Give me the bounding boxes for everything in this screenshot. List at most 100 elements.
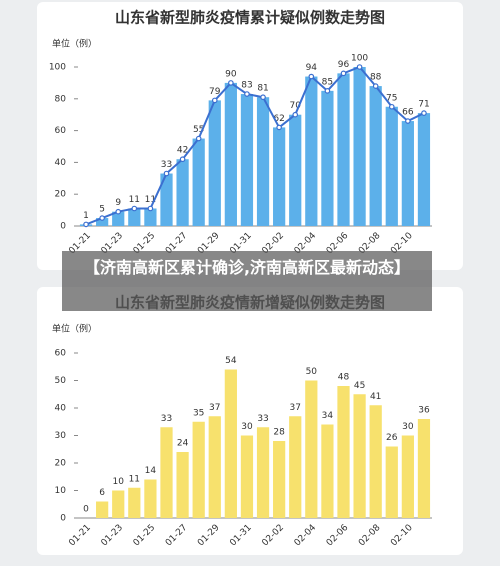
- bar: [289, 416, 302, 518]
- bar: [401, 435, 414, 518]
- y-tick-label: 40: [55, 158, 67, 168]
- value-label: 6: [99, 488, 105, 498]
- value-label: 30: [241, 422, 253, 432]
- value-label: 33: [161, 160, 172, 170]
- trend-point: [83, 221, 89, 228]
- value-label: 50: [306, 367, 318, 377]
- chart-title: 山东省新型肺炎疫情累计疑似例数走势图: [115, 9, 385, 27]
- value-label: 10: [113, 477, 125, 487]
- trend-point: [405, 118, 411, 124]
- trend-point: [244, 91, 250, 97]
- value-label: 70: [290, 101, 302, 111]
- bar: [160, 427, 173, 518]
- bar: [273, 441, 286, 518]
- trend-point: [260, 94, 266, 101]
- bar: [321, 424, 334, 518]
- trend-point: [292, 111, 299, 118]
- value-label: 90: [225, 69, 237, 79]
- bar: [192, 138, 205, 226]
- bar: [305, 76, 318, 226]
- value-label: 79: [209, 87, 221, 97]
- trend-point: [211, 97, 218, 104]
- bar: [192, 421, 205, 518]
- value-label: 55: [193, 125, 204, 135]
- value-label: 0: [83, 505, 89, 515]
- value-label: 5: [99, 205, 105, 215]
- y-tick-label: 50: [55, 376, 67, 386]
- value-label: 11: [129, 195, 140, 205]
- value-label: 88: [370, 73, 382, 83]
- bar: [417, 113, 431, 226]
- y-axis-label: 单位（例）: [52, 323, 97, 335]
- bar: [256, 427, 270, 518]
- value-label: 41: [370, 392, 381, 402]
- trend-point: [228, 80, 234, 86]
- trend-point: [147, 205, 154, 212]
- trend-point: [308, 73, 315, 80]
- y-tick-label: 10: [55, 486, 67, 496]
- bar: [321, 90, 334, 226]
- bar: [273, 127, 286, 226]
- y-tick-label: 30: [55, 431, 67, 441]
- value-label: 81: [257, 84, 268, 94]
- bar: [208, 100, 221, 226]
- value-label: 62: [273, 114, 284, 124]
- y-tick-label: 80: [55, 94, 67, 104]
- trend-point: [340, 70, 347, 77]
- bar: [224, 82, 237, 227]
- bar: [128, 487, 141, 518]
- y-tick-label: 20: [55, 190, 67, 200]
- bar: [401, 121, 414, 226]
- value-label: 33: [257, 414, 268, 424]
- value-label: 100: [351, 54, 368, 64]
- value-label: 48: [338, 373, 350, 383]
- bar: [369, 86, 382, 226]
- trend-point: [115, 208, 122, 215]
- trend-line: [85, 65, 425, 226]
- bar: [128, 208, 141, 226]
- bar: [289, 114, 302, 226]
- value-label: 75: [386, 93, 397, 103]
- value-label: 85: [322, 77, 333, 87]
- value-label: 96: [338, 60, 350, 70]
- bar: [96, 218, 109, 226]
- bar: [240, 94, 254, 226]
- bar: [353, 67, 366, 226]
- value-label: 37: [209, 403, 220, 413]
- value-label: 66: [402, 108, 414, 118]
- bar: [353, 394, 366, 518]
- value-label: 54: [225, 356, 237, 366]
- bar: [176, 159, 189, 226]
- trend-point: [195, 135, 202, 142]
- value-label: 71: [418, 100, 429, 110]
- value-label: 83: [241, 81, 252, 91]
- trend-point: [163, 170, 170, 177]
- y-tick-label: 100: [49, 63, 66, 73]
- value-label: 45: [354, 381, 365, 391]
- value-label: 26: [386, 433, 398, 443]
- bar: [417, 419, 431, 518]
- value-label: 11: [145, 195, 156, 205]
- value-label: 36: [418, 406, 430, 416]
- bar: [337, 386, 350, 518]
- bar: [256, 97, 270, 227]
- bar: [144, 208, 157, 226]
- trend-point: [356, 64, 363, 70]
- y-tick-label: 60: [55, 126, 67, 136]
- value-label: 9: [115, 198, 121, 208]
- trend-point: [324, 88, 331, 94]
- bar: [240, 435, 254, 518]
- bar: [385, 106, 398, 226]
- bar: [112, 490, 125, 518]
- trend-point: [179, 156, 186, 163]
- y-tick-label: 40: [55, 404, 67, 414]
- value-label: 28: [273, 428, 285, 438]
- value-label: 94: [306, 63, 318, 73]
- y-tick-label: 20: [55, 459, 67, 469]
- value-label: 33: [161, 414, 172, 424]
- overlay-banner: 【济南高新区累计确诊,济南高新区最新动态】: [62, 251, 432, 311]
- bar: [385, 446, 398, 518]
- y-tick-label: 0: [60, 222, 66, 232]
